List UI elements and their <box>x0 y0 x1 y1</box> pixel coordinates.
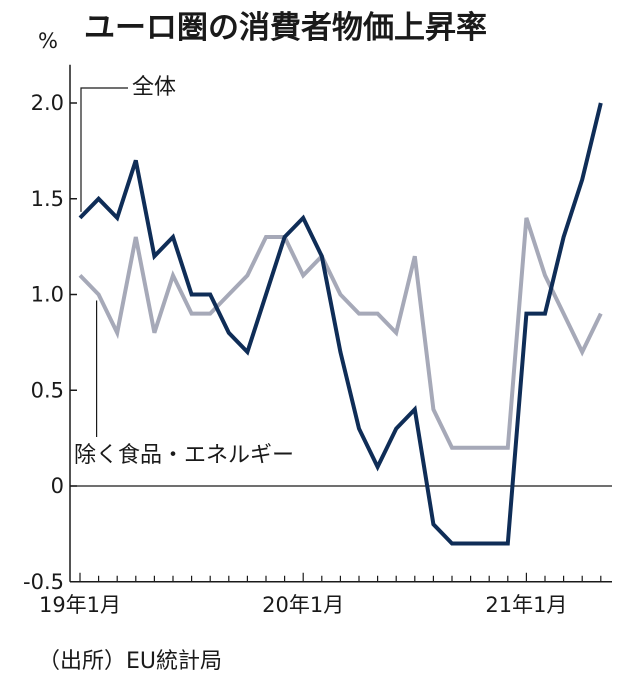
y-tick-label: 2.0 <box>31 91 64 115</box>
source-note: （出所）EU統計局 <box>38 649 223 674</box>
x-tick-label: 21年1月 <box>485 593 567 617</box>
x-tick-label: 19年1月 <box>39 593 121 617</box>
chart-title: ユーロ圏の消費者物価上昇率 <box>84 10 487 46</box>
y-tick-label: 0.5 <box>31 378 64 402</box>
y-axis-unit-label: % <box>38 29 58 53</box>
series-0-label: 全体 <box>132 75 176 100</box>
y-tick-label: -0.5 <box>23 570 64 594</box>
series-0-leader <box>80 87 128 212</box>
y-tick-label: 1.5 <box>31 187 64 211</box>
series-layer <box>78 102 603 546</box>
y-tick-label: 0 <box>51 474 64 498</box>
series-1-label: 除く食品・エネルギー <box>74 443 294 468</box>
series-line-1 <box>78 217 603 450</box>
x-tick-label: 20年1月 <box>262 593 344 617</box>
series-line-0 <box>78 102 603 546</box>
y-tick-label: 1.0 <box>31 283 64 307</box>
